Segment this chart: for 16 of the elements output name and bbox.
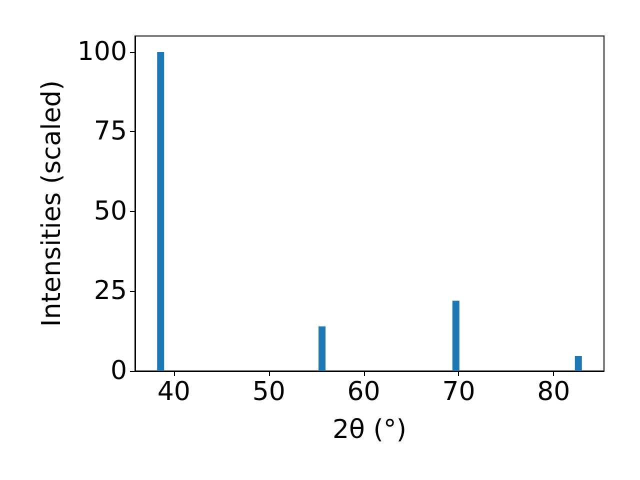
bar bbox=[318, 326, 326, 371]
bar bbox=[452, 300, 460, 371]
x-tick-label: 40 bbox=[157, 377, 190, 407]
bar bbox=[574, 356, 582, 371]
y-tick-label: 0 bbox=[110, 356, 127, 386]
x-tick-label: 60 bbox=[347, 377, 380, 407]
y-tick-label: 100 bbox=[77, 36, 127, 67]
x-axis-title: 2θ (°) bbox=[332, 415, 407, 445]
y-tick-label: 50 bbox=[94, 196, 127, 226]
bar bbox=[157, 52, 164, 371]
x-tick-label: 70 bbox=[442, 377, 476, 407]
x-tick-label: 50 bbox=[252, 377, 286, 407]
x-tick-label: 80 bbox=[537, 377, 570, 407]
y-axis-title: Intensities (scaled) bbox=[37, 80, 67, 327]
y-tick-label: 25 bbox=[94, 276, 127, 306]
y-tick-label: 75 bbox=[94, 116, 127, 147]
